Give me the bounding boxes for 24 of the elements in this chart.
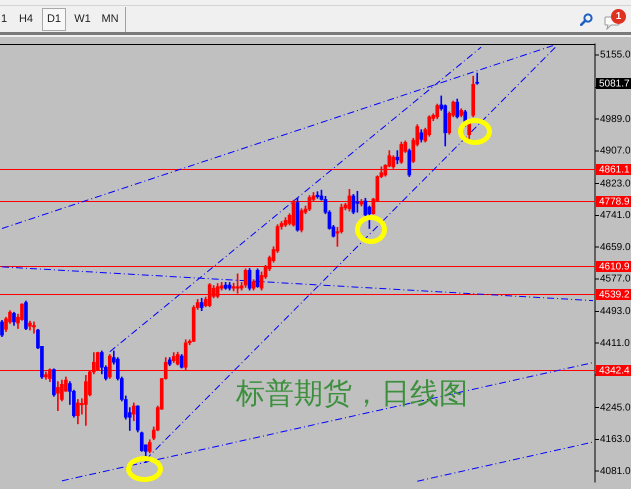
- y-tick-label: 5155.0: [600, 50, 631, 61]
- text: MN: [100, 12, 120, 27]
- text: 1: [1, 12, 8, 27]
- annotation: 5081.7: [599, 78, 630, 90]
- y-tick-label: 4741.0: [600, 210, 631, 222]
- y-tick-label: 4659.0: [600, 242, 631, 253]
- y-tick-label: 4577.0: [600, 274, 631, 285]
- y-tick-label: 4411.0: [600, 338, 630, 349]
- y-tick-label: 4245.0: [600, 402, 631, 414]
- notification-badge: 1: [611, 9, 626, 24]
- y-tick-label: 4163.0: [600, 434, 631, 446]
- y-tick-label: 4907.0: [600, 146, 631, 157]
- y-tick-label: 4823.0: [600, 178, 631, 190]
- y-tick-label: 4493.0: [600, 306, 631, 318]
- ref-line-label: 4342.4: [599, 365, 630, 376]
- y-tick-label: 4081.0: [600, 466, 631, 477]
- y-tick-label: 4989.0: [600, 114, 631, 125]
- ref-line-label: 4861.1: [599, 164, 630, 176]
- text: W1: [73, 12, 92, 27]
- text: H4: [18, 12, 34, 27]
- ref-line-label: 4778.9: [599, 196, 630, 208]
- ref-line-label: 4539.2: [599, 289, 630, 300]
- ref-line-label: 4610.9: [599, 261, 630, 272]
- toggle-button: D1: [42, 8, 66, 31]
